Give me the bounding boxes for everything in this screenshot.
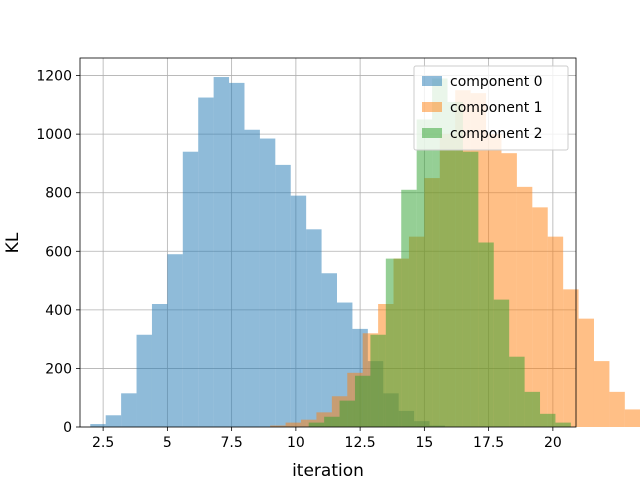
histogram-bar — [301, 419, 317, 427]
histogram-bar — [213, 77, 230, 428]
histogram-bar — [182, 151, 199, 427]
x-tick-label: 12.5 — [345, 435, 376, 451]
histogram-bar — [275, 164, 291, 427]
histogram-bar — [624, 409, 640, 427]
y-tick-label: 400 — [45, 303, 72, 319]
histogram-bar — [198, 97, 214, 428]
histogram-bar — [136, 334, 152, 427]
legend-entry: component 0 — [422, 74, 543, 90]
histogram-bar — [270, 425, 286, 427]
histogram-bar — [462, 151, 479, 427]
histogram-bar — [290, 195, 307, 427]
histogram-bar — [493, 299, 510, 427]
series-0-bars — [90, 77, 445, 428]
histogram-bar — [524, 391, 541, 427]
histogram-bar — [532, 207, 548, 427]
histogram-bar — [151, 304, 168, 427]
histogram-bar — [244, 129, 260, 427]
histogram-bar — [609, 391, 625, 427]
x-axis-label: iteration — [292, 461, 364, 480]
histogram-bar — [324, 416, 340, 427]
legend-label: component 1 — [450, 100, 543, 116]
histogram-bar — [229, 82, 245, 428]
x-tick-label: 2.5 — [92, 435, 114, 451]
histogram-bar — [370, 334, 386, 427]
legend-entry: component 2 — [422, 126, 543, 142]
x-tick-label: 7.5 — [220, 435, 242, 451]
histogram-bar — [416, 119, 433, 427]
histogram-bar — [354, 375, 371, 427]
x-tick-label: 15 — [415, 435, 433, 451]
histogram-bar — [555, 422, 571, 427]
axes-border — [79, 57, 577, 428]
x-tick-label: 10 — [287, 435, 305, 451]
histogram-bars — [90, 77, 640, 428]
histogram-bar — [593, 361, 610, 427]
x-tick-label: 5 — [163, 435, 172, 451]
histogram-bar — [339, 400, 355, 427]
histogram-bar — [563, 289, 579, 427]
legend: component 0 component 1 component 2 — [413, 65, 569, 151]
histogram-bar — [90, 424, 106, 427]
y-tick-label: 200 — [45, 361, 72, 377]
histogram-bar — [578, 318, 594, 427]
histogram-bar — [259, 138, 276, 428]
legend-swatch — [422, 102, 442, 112]
histogram-bar — [547, 236, 564, 427]
y-tick-label: 1000 — [36, 127, 72, 143]
histogram-bar — [308, 422, 325, 427]
histogram-bar — [385, 258, 402, 427]
axis-ticks: 2.5 5 7.5 10 12.5 15 17.5 200200400600800100012… — [36, 69, 561, 451]
legend-label: component 0 — [450, 74, 543, 90]
histogram-bar — [432, 78, 448, 427]
y-axis-label: KL — [3, 232, 23, 253]
histogram-bar — [285, 422, 302, 427]
histogram-bar — [478, 242, 494, 427]
legend-swatch — [422, 76, 442, 86]
legend-swatch — [422, 128, 442, 138]
legend-entry: component 1 — [422, 100, 543, 116]
legend-box — [413, 65, 569, 151]
y-tick-label: 1200 — [36, 69, 72, 85]
y-tick-label: 800 — [45, 186, 72, 202]
histogram-bar — [306, 229, 322, 427]
series-2-bars — [308, 78, 571, 427]
y-tick-label: 600 — [45, 244, 72, 260]
histogram-bar — [321, 273, 337, 427]
histogram-bar — [401, 189, 417, 427]
histogram-bar — [105, 415, 122, 427]
x-tick-label: 20 — [544, 435, 562, 451]
y-tick-label: 0 — [63, 420, 72, 436]
histogram-bar — [121, 393, 137, 427]
x-tick-label: 17.5 — [473, 435, 504, 451]
histogram-bar — [447, 101, 463, 427]
histogram-bar — [509, 356, 525, 427]
histogram-bar — [540, 413, 556, 427]
axes-frame — [79, 57, 577, 428]
legend-label: component 2 — [450, 126, 543, 142]
histogram-bar — [167, 254, 183, 427]
